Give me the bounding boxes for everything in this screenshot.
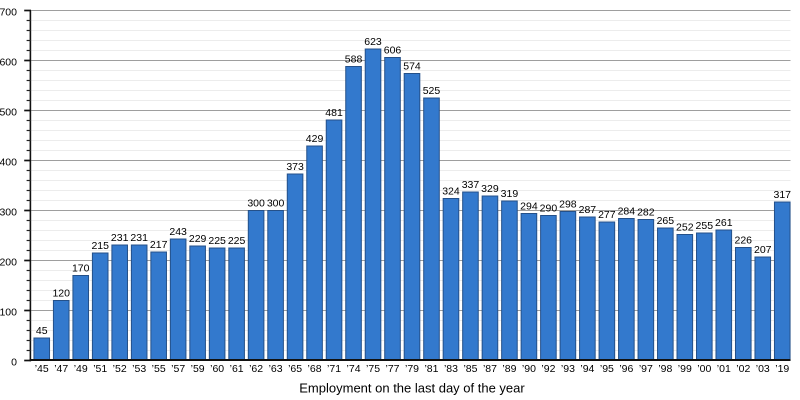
- svg-text:’83: ’83: [444, 363, 458, 375]
- svg-text:225: 225: [208, 235, 226, 247]
- svg-text:277: 277: [598, 209, 616, 221]
- svg-text:215: 215: [91, 240, 109, 252]
- svg-text:300: 300: [247, 198, 265, 210]
- svg-text:’00: ’00: [697, 363, 711, 375]
- svg-text:100: 100: [0, 306, 17, 318]
- svg-text:588: 588: [345, 54, 363, 66]
- svg-text:324: 324: [442, 186, 460, 198]
- svg-text:255: 255: [696, 220, 714, 232]
- svg-text:Employment on the last day of: Employment on the last day of the year: [299, 381, 525, 396]
- svg-text:’52: ’52: [113, 363, 127, 375]
- svg-text:’45: ’45: [35, 363, 49, 375]
- svg-text:’89: ’89: [502, 363, 516, 375]
- svg-text:329: 329: [481, 183, 499, 195]
- svg-text:’59: ’59: [191, 363, 205, 375]
- svg-text:226: 226: [735, 235, 753, 247]
- svg-text:606: 606: [384, 45, 402, 57]
- svg-text:284: 284: [618, 206, 636, 218]
- svg-text:’94: ’94: [580, 363, 594, 375]
- svg-text:’65: ’65: [288, 363, 302, 375]
- svg-text:287: 287: [579, 204, 597, 216]
- svg-text:’90: ’90: [522, 363, 536, 375]
- svg-text:300: 300: [267, 198, 285, 210]
- svg-text:’57: ’57: [171, 363, 185, 375]
- svg-text:’68: ’68: [308, 363, 322, 375]
- svg-text:265: 265: [657, 215, 675, 227]
- svg-text:’81: ’81: [424, 363, 438, 375]
- svg-text:’47: ’47: [54, 363, 68, 375]
- svg-text:’93: ’93: [561, 363, 575, 375]
- svg-text:298: 298: [559, 199, 577, 211]
- svg-text:’49: ’49: [74, 363, 88, 375]
- svg-text:’97: ’97: [639, 363, 653, 375]
- svg-text:217: 217: [150, 239, 168, 251]
- svg-text:373: 373: [286, 161, 304, 173]
- svg-text:200: 200: [0, 256, 17, 268]
- svg-text:’03: ’03: [756, 363, 770, 375]
- svg-text:600: 600: [0, 56, 17, 68]
- svg-text:’01: ’01: [717, 363, 731, 375]
- svg-text:229: 229: [189, 233, 207, 245]
- svg-text:’02: ’02: [736, 363, 750, 375]
- svg-text:’95: ’95: [600, 363, 614, 375]
- svg-text:290: 290: [540, 203, 558, 215]
- svg-text:’75: ’75: [366, 363, 380, 375]
- svg-text:’87: ’87: [483, 363, 497, 375]
- svg-text:481: 481: [325, 107, 343, 119]
- svg-text:’63: ’63: [269, 363, 283, 375]
- svg-text:317: 317: [773, 189, 791, 201]
- svg-text:’19: ’19: [775, 363, 789, 375]
- svg-text:294: 294: [520, 201, 538, 213]
- svg-text:’74: ’74: [347, 363, 361, 375]
- svg-text:231: 231: [111, 232, 129, 244]
- svg-text:252: 252: [676, 222, 694, 234]
- svg-text:’99: ’99: [678, 363, 692, 375]
- svg-text:429: 429: [306, 133, 324, 145]
- svg-text:’79: ’79: [405, 363, 419, 375]
- svg-text:400: 400: [0, 156, 17, 168]
- svg-text:700: 700: [0, 6, 17, 18]
- svg-text:231: 231: [130, 232, 148, 244]
- svg-text:’77: ’77: [386, 363, 400, 375]
- svg-text:120: 120: [52, 288, 70, 300]
- svg-text:45: 45: [36, 325, 48, 337]
- svg-text:261: 261: [715, 217, 733, 229]
- svg-text:’96: ’96: [619, 363, 633, 375]
- svg-text:574: 574: [403, 61, 421, 73]
- svg-text:170: 170: [72, 263, 90, 275]
- svg-text:’55: ’55: [152, 363, 166, 375]
- svg-text:’61: ’61: [230, 363, 244, 375]
- svg-text:’53: ’53: [132, 363, 146, 375]
- svg-text:623: 623: [364, 36, 382, 48]
- svg-text:337: 337: [462, 179, 480, 191]
- svg-text:’71: ’71: [327, 363, 341, 375]
- svg-text:243: 243: [169, 226, 187, 238]
- svg-text:’92: ’92: [541, 363, 555, 375]
- svg-text:282: 282: [637, 207, 655, 219]
- svg-text:’62: ’62: [249, 363, 263, 375]
- svg-text:525: 525: [423, 85, 441, 97]
- svg-text:225: 225: [228, 235, 246, 247]
- svg-text:500: 500: [0, 106, 17, 118]
- svg-text:’85: ’85: [463, 363, 477, 375]
- svg-text:’60: ’60: [210, 363, 224, 375]
- svg-text:319: 319: [501, 188, 519, 200]
- svg-text:0: 0: [11, 356, 17, 368]
- svg-text:’51: ’51: [93, 363, 107, 375]
- svg-text:300: 300: [0, 206, 17, 218]
- svg-text:’98: ’98: [658, 363, 672, 375]
- svg-text:207: 207: [754, 244, 772, 256]
